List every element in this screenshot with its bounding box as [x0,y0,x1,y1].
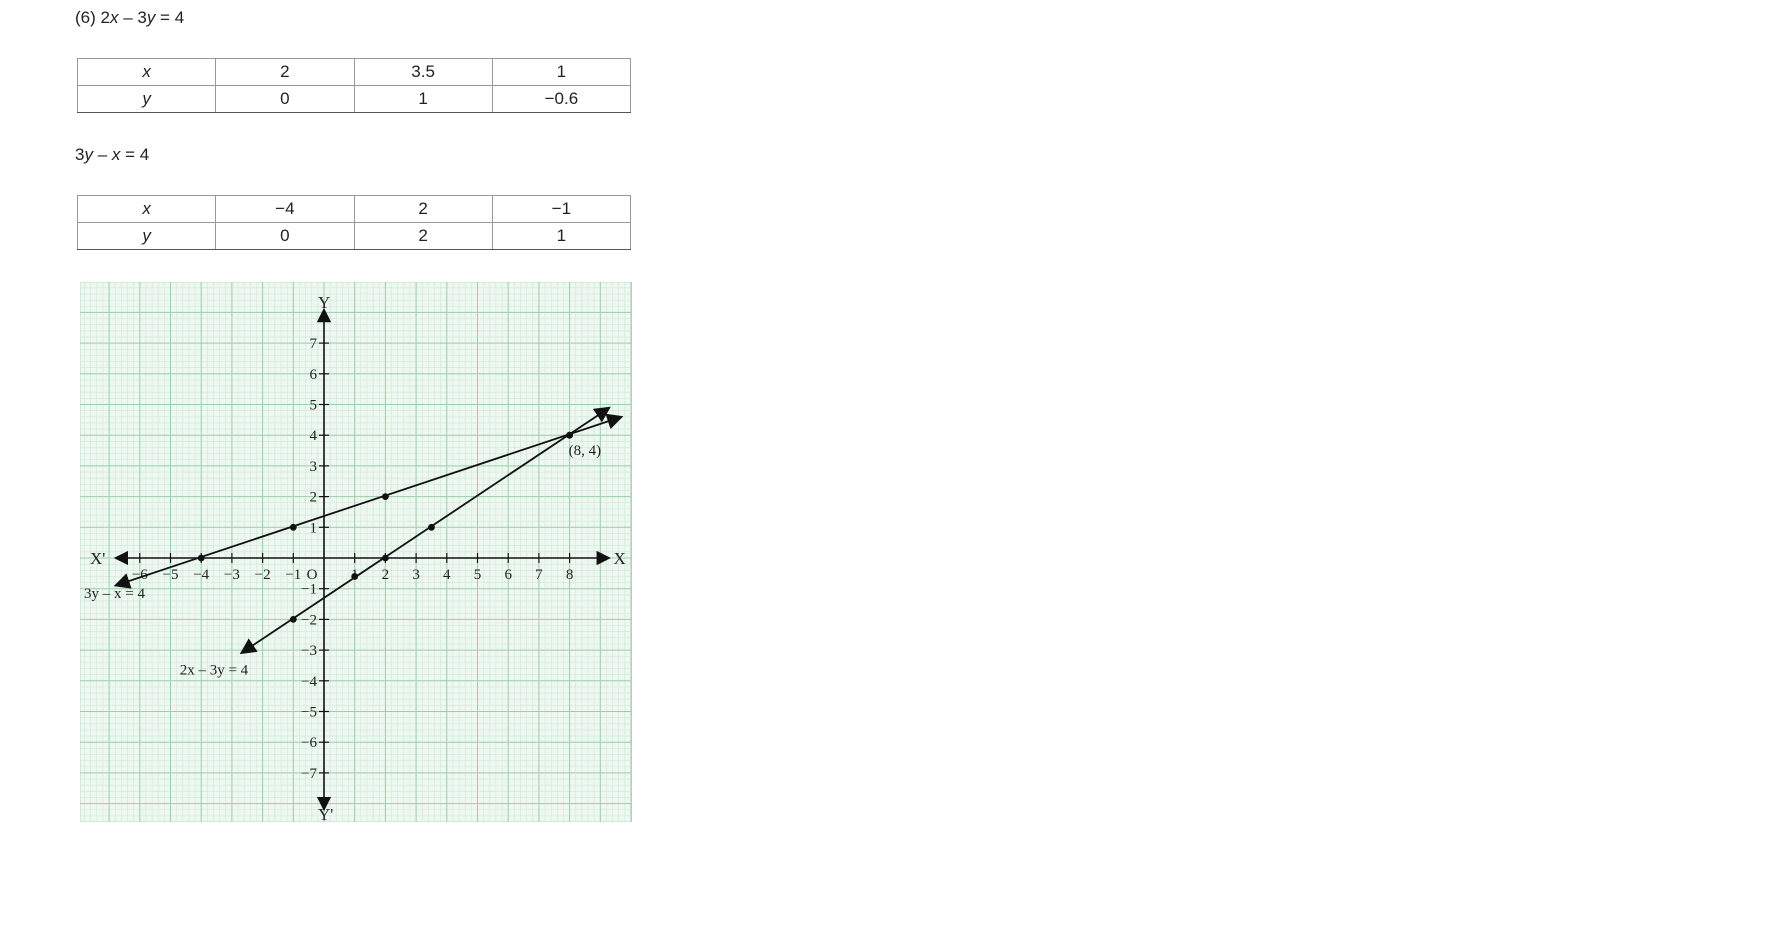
values-table-1: x 2 3.5 1 y 0 1 −0.6 [76,58,632,113]
x-tick-label: −2 [255,567,271,583]
y-tick-label: −4 [301,674,317,690]
data-point [197,554,205,562]
data-point [351,573,359,580]
table-cell: x [76,58,217,86]
table-cell: 1 [353,85,493,113]
table-cell: 2 [353,195,493,223]
table-cell: y [76,222,217,250]
equation-1-label: (6) 2x – 3y = 4 [75,8,185,27]
series-label-1: 2x – 3y = 4 [180,663,249,679]
x-tick-label: 7 [535,567,543,583]
y-tick-label: −1 [301,582,317,598]
y-tick-label: −2 [301,612,317,628]
data-point [382,554,389,562]
table-cell: 0 [215,222,355,250]
y-tick-label: −6 [301,735,317,751]
graph-svg: −6−5−4−3−2−112345678−7−6−5−4−3−2−1123456… [80,282,632,822]
x-tick-label: 4 [443,567,451,583]
table-cell: 1 [491,222,632,250]
table-cell: 0 [215,85,355,113]
table-row: x −4 2 −1 [76,195,632,223]
equation-2-label: 3y – x = 4 [75,145,150,164]
table-cell: 1 [491,58,632,86]
table-cell: −0.6 [491,85,632,113]
series-label-2: 3y – x = 4 [84,586,145,602]
y-tick-label: 6 [310,367,318,383]
x-tick-label: 2 [382,567,390,583]
y-tick-label: 4 [310,428,318,444]
table-cell: −4 [215,195,355,223]
y-tick-label: 2 [310,490,318,506]
data-point [428,523,435,531]
x-tick-label: 6 [504,567,512,583]
y-tick-label: 7 [310,336,318,352]
table-row: x 2 3.5 1 [76,58,632,86]
y-tick-label: 3 [310,459,318,475]
y-tick-label: −5 [301,705,317,721]
table-cell: y [76,85,217,113]
table-cell: 2 [215,58,355,86]
table-row: y 0 1 −0.6 [76,85,632,113]
x-neg-axis-name: X' [90,549,105,568]
table-cell: 3.5 [353,58,493,86]
y-tick-label: −7 [301,766,317,782]
data-point [382,493,389,500]
y-tick-label: −3 [301,643,317,659]
data-point [289,616,297,623]
x-tick-label: −1 [285,567,301,583]
graph-paper: −6−5−4−3−2−112345678−7−6−5−4−3−2−1123456… [80,282,632,822]
data-point [289,523,297,531]
data-point [566,431,573,439]
intersection-label: (8, 4) [569,443,602,459]
x-tick-label: 5 [474,567,482,583]
table-cell: x [76,195,217,223]
origin-label: O [307,567,318,583]
values-table-2: x −4 2 −1 y 0 2 1 [76,195,632,250]
x-tick-label: 3 [412,567,420,583]
x-axis-name: X [614,549,626,568]
table-row: y 0 2 1 [76,222,632,250]
x-tick-label: −3 [224,567,240,583]
table-cell: −1 [491,195,632,223]
table-cell: 2 [353,222,493,250]
y-tick-label: 1 [310,520,318,536]
x-tick-label: −4 [193,567,209,583]
y-neg-axis-name: Y' [318,805,333,822]
y-tick-label: 5 [310,398,318,414]
y-axis-name: Y [318,293,330,312]
x-tick-label: 8 [566,567,574,583]
